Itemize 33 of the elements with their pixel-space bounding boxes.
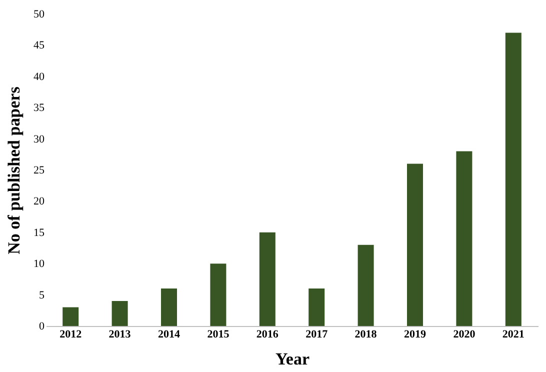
bar (112, 301, 128, 326)
x-axis-title: Year (276, 350, 310, 368)
x-tick-label: 2018 (354, 328, 378, 340)
y-axis-title: No of published papers (4, 86, 24, 254)
x-tick-label: 2016 (256, 328, 279, 340)
bar (62, 307, 79, 326)
y-tick-label: 10 (34, 258, 45, 270)
bar (505, 32, 522, 326)
bar (407, 164, 423, 326)
x-tick-label: 2020 (453, 328, 476, 340)
y-tick-label: 30 (34, 133, 45, 146)
y-tick-label: 15 (34, 226, 45, 239)
x-tick-label: 2012 (60, 328, 82, 340)
y-tick-label: 35 (34, 102, 45, 114)
x-tick-label: 2019 (404, 328, 426, 340)
y-tick-label: 40 (34, 70, 45, 83)
x-tick-label: 2015 (207, 328, 230, 340)
x-tick-label: 2021 (502, 328, 524, 340)
y-tick-label: 5 (39, 289, 45, 302)
x-tick-label: 2017 (306, 328, 328, 340)
y-tick-label: 45 (34, 40, 45, 52)
bar (358, 244, 374, 326)
y-tick-label: 50 (34, 8, 45, 20)
bar (308, 288, 325, 326)
bar (210, 264, 226, 326)
x-tick-label: 2014 (158, 328, 180, 340)
bar (259, 232, 276, 326)
bar (161, 288, 177, 326)
y-tick-label: 20 (34, 196, 45, 208)
y-tick-label: 0 (39, 320, 45, 332)
bar (456, 151, 472, 326)
y-tick-label: 25 (34, 164, 45, 176)
x-tick-label: 2013 (108, 328, 132, 340)
